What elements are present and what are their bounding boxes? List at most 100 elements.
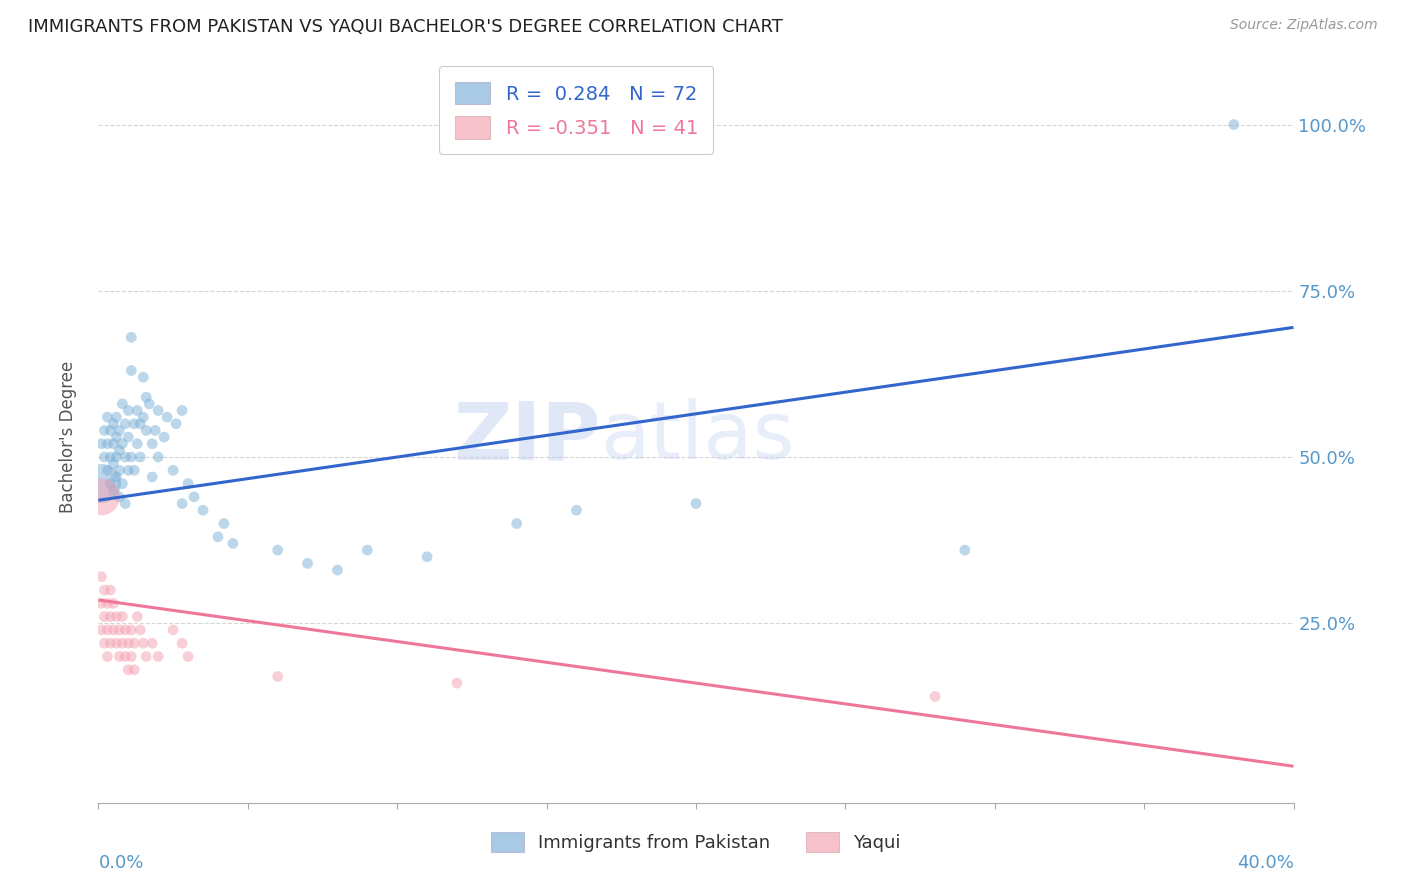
- Point: [105, 609, 128, 624]
- Point: [98, 424, 122, 438]
- Point: [356, 543, 378, 558]
- Point: [177, 476, 200, 491]
- Point: [93, 582, 115, 597]
- Point: [207, 530, 229, 544]
- Point: [93, 450, 115, 464]
- Point: [141, 470, 163, 484]
- Point: [108, 490, 131, 504]
- Point: [222, 536, 245, 550]
- Point: [148, 450, 170, 464]
- Point: [117, 430, 139, 444]
- Point: [267, 543, 290, 558]
- Text: IMMIGRANTS FROM PAKISTAN VS YAQUI BACHELOR'S DEGREE CORRELATION CHART: IMMIGRANTS FROM PAKISTAN VS YAQUI BACHEL…: [28, 18, 783, 36]
- Point: [446, 676, 468, 690]
- Point: [120, 363, 142, 377]
- Point: [135, 649, 157, 664]
- Point: [506, 516, 529, 531]
- Point: [96, 436, 118, 450]
- Point: [148, 649, 170, 664]
- Point: [103, 436, 125, 450]
- Point: [103, 623, 125, 637]
- Point: [120, 450, 142, 464]
- Text: atlas: atlas: [600, 398, 794, 476]
- Point: [120, 623, 142, 637]
- Point: [105, 430, 128, 444]
- Point: [172, 636, 194, 650]
- Point: [114, 497, 136, 511]
- Point: [114, 417, 136, 431]
- Point: [924, 690, 946, 704]
- Text: 0.0%: 0.0%: [98, 854, 143, 872]
- Point: [565, 503, 588, 517]
- Point: [93, 609, 115, 624]
- Point: [103, 417, 125, 431]
- Point: [953, 543, 976, 558]
- Point: [90, 623, 112, 637]
- Point: [1223, 118, 1246, 132]
- Text: 40.0%: 40.0%: [1237, 854, 1294, 872]
- Point: [96, 596, 118, 610]
- Point: [132, 370, 155, 384]
- Point: [96, 623, 118, 637]
- Point: [90, 596, 112, 610]
- Point: [96, 410, 118, 425]
- Point: [103, 483, 125, 498]
- Point: [416, 549, 439, 564]
- Point: [191, 503, 214, 517]
- Point: [93, 424, 115, 438]
- Point: [127, 403, 149, 417]
- Point: [98, 450, 122, 464]
- Point: [183, 490, 205, 504]
- Point: [156, 410, 179, 425]
- Y-axis label: Bachelor's Degree: Bachelor's Degree: [59, 361, 77, 513]
- Point: [129, 450, 152, 464]
- Point: [111, 636, 134, 650]
- Point: [129, 623, 152, 637]
- Point: [111, 609, 134, 624]
- Point: [297, 557, 319, 571]
- Point: [132, 636, 155, 650]
- Point: [129, 417, 152, 431]
- Point: [172, 403, 194, 417]
- Point: [90, 476, 112, 491]
- Point: [117, 403, 139, 417]
- Point: [685, 497, 707, 511]
- Point: [124, 463, 146, 477]
- Point: [96, 463, 118, 477]
- Point: [114, 623, 136, 637]
- Point: [98, 636, 122, 650]
- Point: [108, 463, 131, 477]
- Point: [98, 609, 122, 624]
- Point: [111, 476, 134, 491]
- Point: [172, 497, 194, 511]
- Legend: Immigrants from Pakistan, Yaqui: Immigrants from Pakistan, Yaqui: [477, 817, 915, 867]
- Point: [162, 463, 184, 477]
- Point: [141, 436, 163, 450]
- Point: [162, 623, 184, 637]
- Point: [108, 623, 131, 637]
- Point: [132, 410, 155, 425]
- Point: [141, 636, 163, 650]
- Point: [98, 476, 122, 491]
- Point: [90, 570, 112, 584]
- Point: [153, 430, 176, 444]
- Point: [105, 636, 128, 650]
- Point: [120, 649, 142, 664]
- Point: [165, 417, 187, 431]
- Point: [108, 443, 131, 458]
- Point: [108, 424, 131, 438]
- Point: [114, 450, 136, 464]
- Point: [212, 516, 235, 531]
- Point: [111, 397, 134, 411]
- Point: [108, 649, 131, 664]
- Point: [105, 450, 128, 464]
- Point: [124, 636, 146, 650]
- Point: [105, 410, 128, 425]
- Point: [127, 609, 149, 624]
- Point: [138, 397, 160, 411]
- Point: [177, 649, 200, 664]
- Point: [135, 424, 157, 438]
- Point: [124, 417, 146, 431]
- Point: [117, 636, 139, 650]
- Point: [127, 436, 149, 450]
